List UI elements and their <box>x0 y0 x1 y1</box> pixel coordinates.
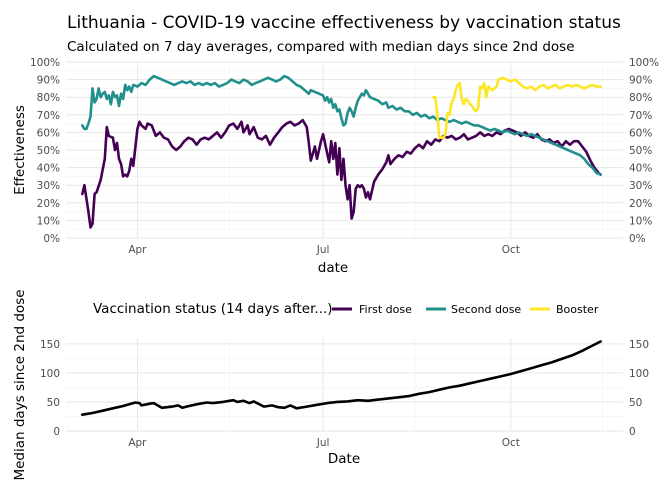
chart-title: Lithuania - COVID-19 vaccine effectivene… <box>67 13 621 33</box>
y-tick-label-right: 80% <box>629 92 652 104</box>
y-tick-label-left: 40% <box>37 163 60 175</box>
top-x-axis-label: date <box>318 260 348 276</box>
y-tick-label-left: 0 <box>53 426 60 438</box>
x-tick-label: Apr <box>128 244 147 256</box>
chart-subtitle: Calculated on 7 day averages, compared w… <box>67 39 575 55</box>
top-y-axis-label: Effectiveness <box>12 105 28 195</box>
median-days-line <box>81 340 602 417</box>
y-tick-label-left: 150 <box>40 339 60 351</box>
y-tick-label-left: 50 <box>47 397 60 409</box>
effectiveness-panel: 0% 0% 10% 10% 20% 20% 30% 30% 40% 40% 50% 50% 60% 60%… <box>30 57 659 256</box>
y-tick-label-right: 50% <box>629 145 652 157</box>
median-days-panel: 0 0 50 50 100 100 150 150 Apr Jul Oct <box>40 338 649 449</box>
bottom-y-axis-label: Median days since 2nd dose <box>12 289 28 480</box>
y-tick-label-right: 70% <box>629 110 652 122</box>
y-tick-label-left: 50% <box>37 145 60 157</box>
legend-label-second-dose: Second dose <box>451 303 521 316</box>
y-tick-label-right: 0 <box>629 426 636 438</box>
y-tick-label-right: 90% <box>629 75 652 87</box>
y-tick-label-right: 150 <box>629 339 649 351</box>
y-tick-label-left: 10% <box>37 215 60 227</box>
y-tick-label-left: 60% <box>37 127 60 139</box>
y-tick-label-left: 100% <box>30 57 60 69</box>
y-tick-label-left: 70% <box>37 110 60 122</box>
y-tick-label-right: 50 <box>629 397 642 409</box>
x-tick-label: Apr <box>128 437 147 449</box>
x-tick-label: Jul <box>316 437 330 449</box>
legend-label-booster: Booster <box>556 303 599 316</box>
first-dose-line <box>81 118 602 229</box>
x-tick-label: Jul <box>316 244 330 256</box>
booster-line <box>431 76 602 139</box>
legend-label-first-dose: First dose <box>359 303 412 316</box>
second-dose-line <box>81 74 602 176</box>
x-tick-label: Oct <box>502 437 520 449</box>
y-tick-label-right: 60% <box>629 127 652 139</box>
y-tick-label-left: 100 <box>40 368 60 380</box>
y-tick-label-left: 20% <box>37 198 60 210</box>
y-tick-label-left: 0% <box>43 233 60 245</box>
y-tick-label-left: 30% <box>37 180 60 192</box>
y-tick-label-right: 30% <box>629 180 652 192</box>
x-tick-label: Oct <box>502 244 520 256</box>
y-tick-label-right: 40% <box>629 163 652 175</box>
y-tick-label-right: 100% <box>629 57 659 69</box>
legend: Vaccination status (14 days after...) Fi… <box>93 301 599 317</box>
y-tick-label-right: 100 <box>629 368 649 380</box>
legend-title: Vaccination status (14 days after...) <box>93 301 333 317</box>
y-tick-label-right: 0% <box>629 233 646 245</box>
bottom-x-axis-label: Date <box>328 451 360 467</box>
y-tick-label-left: 80% <box>37 92 60 104</box>
y-tick-label-right: 20% <box>629 198 652 210</box>
y-tick-label-right: 10% <box>629 215 652 227</box>
y-tick-label-left: 90% <box>37 75 60 87</box>
